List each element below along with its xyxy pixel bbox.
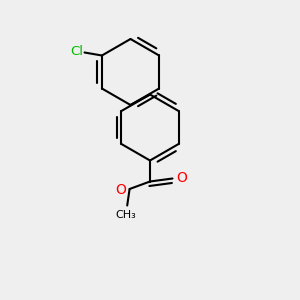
Text: Cl: Cl	[70, 45, 83, 58]
Text: CH₃: CH₃	[115, 210, 136, 220]
Text: O: O	[176, 171, 187, 185]
Text: O: O	[115, 183, 126, 196]
